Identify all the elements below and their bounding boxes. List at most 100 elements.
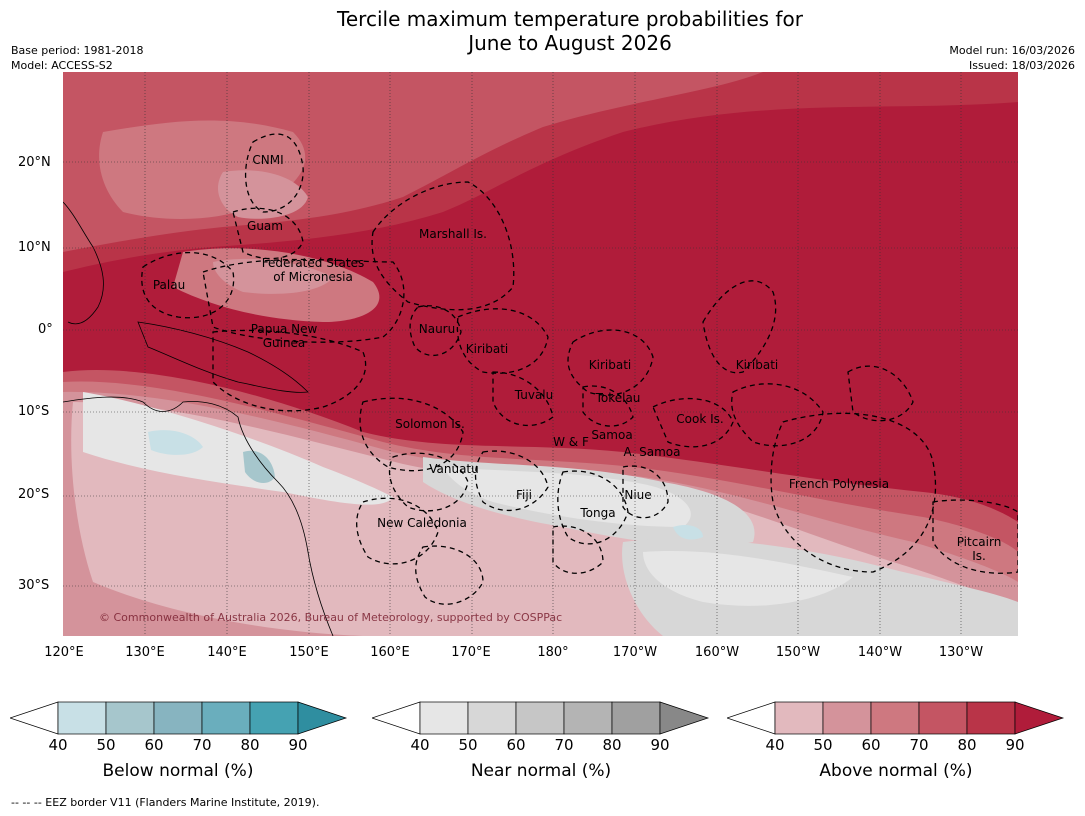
label-new-caledonia: New Caledonia bbox=[377, 516, 467, 530]
cbar-segment bbox=[611, 701, 661, 735]
copyright-notice: © Commonwealth of Australia 2026, Bureau… bbox=[99, 611, 562, 624]
cbar-segment bbox=[563, 701, 613, 735]
philippines-coastline bbox=[63, 201, 104, 325]
label-guam: Guam bbox=[247, 219, 283, 233]
eez-borders bbox=[141, 133, 1018, 605]
cbar-segment bbox=[105, 701, 155, 735]
above-normal-50-fsm bbox=[213, 258, 333, 294]
above-normal-50-north bbox=[218, 170, 308, 219]
eez-footnote: -- -- -- EEZ border V11 (Flanders Marine… bbox=[11, 796, 320, 809]
cbar-tick-label: 60 bbox=[506, 736, 526, 754]
colorbar-title-below: Below normal (%) bbox=[102, 761, 254, 781]
lat-label-30s: 30°S bbox=[18, 578, 50, 593]
lon-label-170e: 170°E bbox=[451, 645, 491, 660]
cbar-tick-label: 40 bbox=[410, 736, 430, 754]
cbar-tick-label: 90 bbox=[1005, 736, 1025, 754]
meta-right: Model run: 16/03/2026 Issued: 18/03/2026 bbox=[949, 43, 1075, 73]
cbar-segment bbox=[57, 701, 107, 735]
cbar-tick-label: 70 bbox=[192, 736, 212, 754]
cbar-low-extend bbox=[727, 701, 776, 735]
label-fiji: Fiji bbox=[516, 488, 532, 502]
region-labels: CNMI Guam Marshall Is. Federated States … bbox=[153, 153, 1001, 563]
cbar-segment bbox=[467, 701, 517, 735]
near-normal-40-se bbox=[643, 551, 853, 606]
label-niue: Niue bbox=[624, 488, 651, 502]
lat-label-10n: 10°N bbox=[18, 240, 51, 255]
chart-title: Tercile maximum temperature probabilitie… bbox=[0, 7, 1085, 55]
probability-map: CNMI Guam Marshall Is. Federated States … bbox=[63, 72, 1018, 636]
label-samoa: Samoa bbox=[591, 428, 632, 442]
cbar-segment bbox=[822, 701, 872, 735]
cbar-tick-label: 90 bbox=[288, 736, 308, 754]
model-run: Model run: 16/03/2026 bbox=[949, 44, 1075, 57]
label-cnmi: CNMI bbox=[252, 153, 283, 167]
colorbar-title-near: Near normal (%) bbox=[470, 761, 612, 781]
near-normal-40-tonga bbox=[443, 467, 691, 527]
cbar-tick-label: 80 bbox=[602, 736, 622, 754]
label-french-polynesia: French Polynesia bbox=[789, 477, 889, 491]
label-png-line1: Papua New bbox=[251, 322, 318, 336]
title-line-1: Tercile maximum temperature probabilitie… bbox=[337, 7, 803, 31]
lon-label-120e: 120°E bbox=[44, 645, 84, 660]
cbar-segment bbox=[419, 701, 469, 735]
title-line-2: June to August 2026 bbox=[468, 31, 672, 55]
cbar-near-segments bbox=[372, 701, 710, 735]
colorbar-above-normal bbox=[727, 701, 1065, 735]
meta-left: Base period: 1981-2018 Model: ACCESS-S2 bbox=[11, 43, 143, 73]
lon-label-160e: 160°E bbox=[370, 645, 410, 660]
lon-label-130w: 130°W bbox=[938, 645, 984, 660]
lat-label-20n: 20°N bbox=[18, 155, 51, 170]
lon-label-180: 180° bbox=[537, 645, 569, 660]
cbar-segment bbox=[249, 701, 299, 735]
cbar-high-extend bbox=[659, 701, 710, 735]
cbar-tick-label: 60 bbox=[144, 736, 164, 754]
cbar-above-segments bbox=[727, 701, 1065, 735]
label-tonga: Tonga bbox=[579, 506, 615, 520]
label-nauru: Nauru bbox=[419, 322, 455, 336]
label-kiribati-c: Kiribati bbox=[589, 358, 631, 372]
label-png-line2: Guinea bbox=[263, 336, 306, 350]
cbar-tick-label: 70 bbox=[909, 736, 929, 754]
lat-label-0: 0° bbox=[38, 322, 53, 337]
cbar-segment bbox=[918, 701, 968, 735]
label-wf: W & F bbox=[553, 435, 589, 449]
lon-label-150e: 150°E bbox=[289, 645, 329, 660]
cbar-tick-label: 70 bbox=[554, 736, 574, 754]
cbar-tick-label: 90 bbox=[650, 736, 670, 754]
below-normal-50-patch bbox=[243, 450, 275, 484]
new-guinea-coastline bbox=[137, 321, 309, 393]
colorbar-near-normal bbox=[372, 701, 710, 735]
cbar-high-extend bbox=[1014, 701, 1065, 735]
near-normal-40-south bbox=[83, 392, 393, 505]
cbar-tick-label: 40 bbox=[765, 736, 785, 754]
cbar-segment bbox=[201, 701, 251, 735]
label-kiribati-e: Kiribati bbox=[736, 358, 778, 372]
label-asamoa: A. Samoa bbox=[624, 445, 681, 459]
lon-label-170w: 170°W bbox=[612, 645, 658, 660]
colorbar-below-normal bbox=[10, 701, 348, 735]
cbar-tick-label: 80 bbox=[240, 736, 260, 754]
label-solomon: Solomon Is. bbox=[395, 417, 465, 431]
cbar-low-extend bbox=[372, 701, 421, 735]
cbar-tick-label: 80 bbox=[957, 736, 977, 754]
lat-label-20s: 20°S bbox=[18, 487, 50, 502]
label-cook: Cook Is. bbox=[676, 412, 723, 426]
lon-label-140w: 140°W bbox=[857, 645, 903, 660]
cbar-low-extend bbox=[10, 701, 59, 735]
below-normal-40-patch-2 bbox=[673, 525, 703, 540]
cbar-below-segments bbox=[10, 701, 348, 735]
label-pitcairn-line1: Pitcairn bbox=[957, 535, 1002, 549]
cbar-segment bbox=[870, 701, 920, 735]
label-tuvalu: Tuvalu bbox=[514, 388, 554, 402]
cbar-tick-label: 60 bbox=[861, 736, 881, 754]
below-normal-40-patch bbox=[148, 430, 203, 455]
cbar-segment bbox=[774, 701, 824, 735]
label-pitcairn-line2: Is. bbox=[972, 549, 986, 563]
label-vanuatu: Vanuatu bbox=[429, 462, 479, 476]
cbar-segment bbox=[966, 701, 1016, 735]
issued-date: Issued: 18/03/2026 bbox=[968, 59, 1075, 72]
label-palau: Palau bbox=[153, 278, 185, 292]
lon-label-130e: 130°E bbox=[125, 645, 165, 660]
lat-label-10s: 10°S bbox=[18, 404, 50, 419]
model-name: Model: ACCESS-S2 bbox=[11, 59, 113, 72]
